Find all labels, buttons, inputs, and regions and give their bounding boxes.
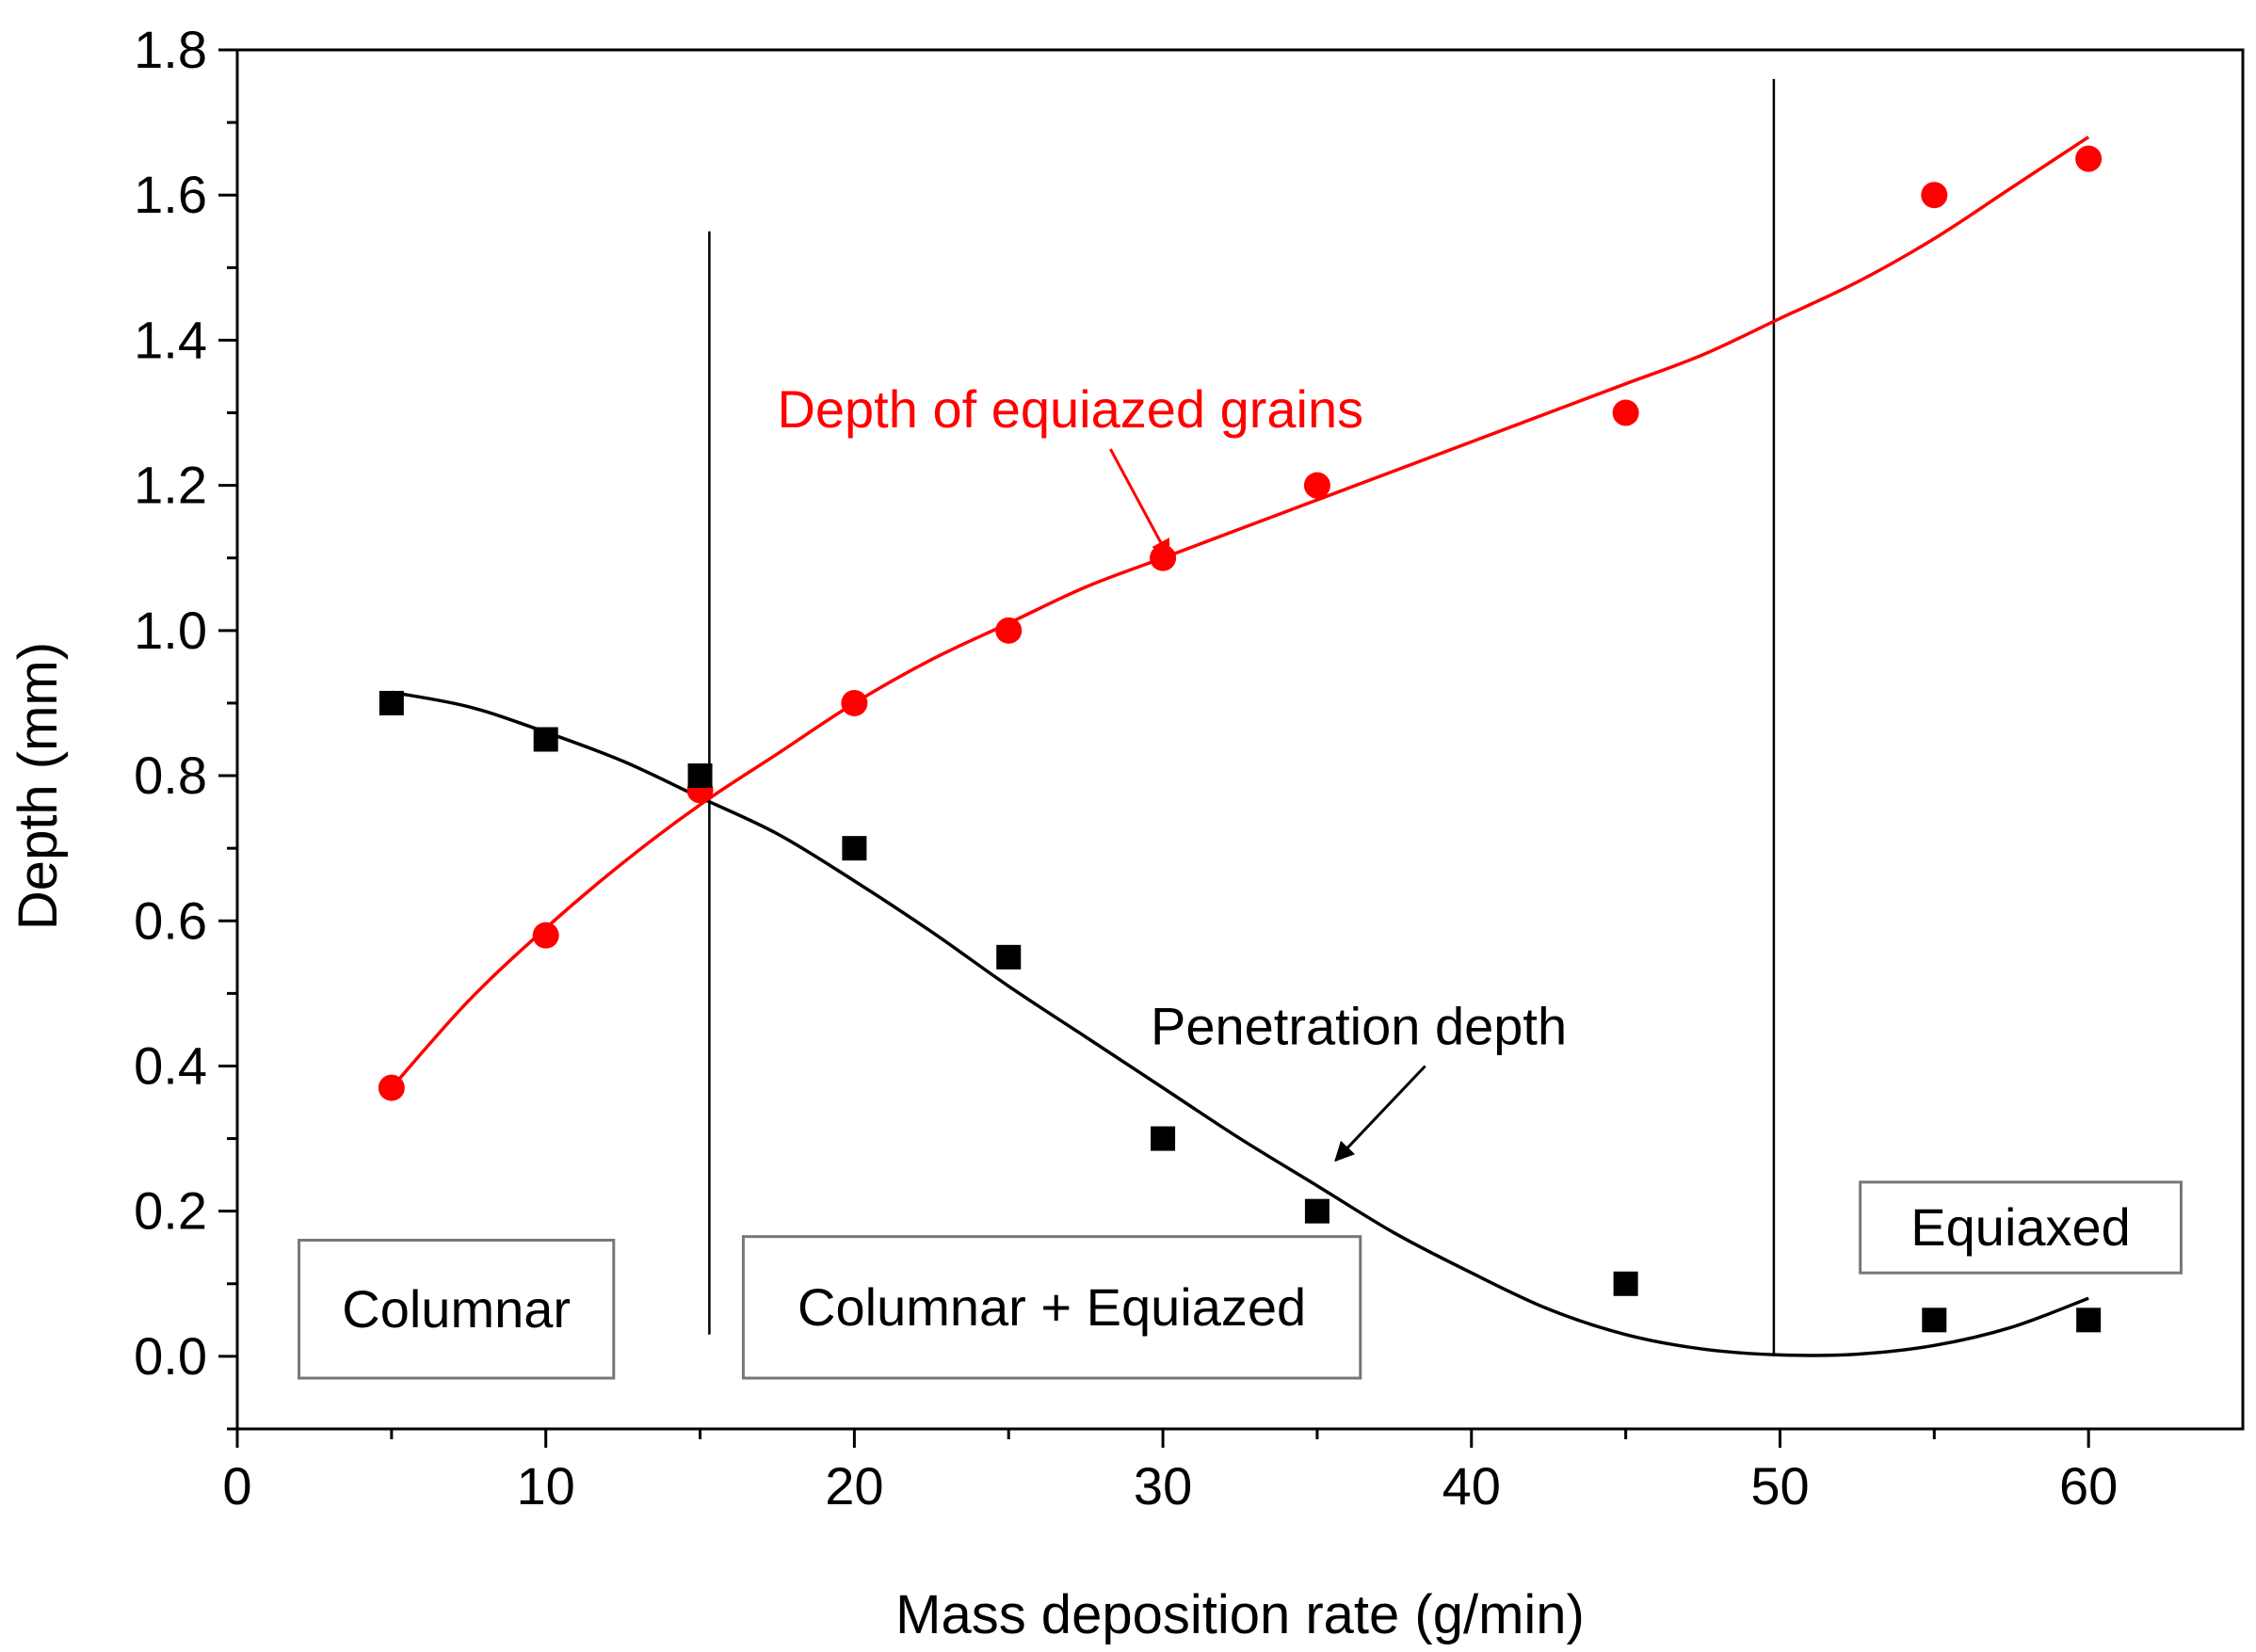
data-point-circle bbox=[841, 689, 868, 716]
region-label-box bbox=[741, 1235, 1362, 1380]
fit-curve-line bbox=[391, 690, 2089, 1357]
data-points bbox=[378, 145, 2103, 1333]
region-label-text: Columnar bbox=[342, 1279, 571, 1339]
data-point-square bbox=[533, 727, 558, 752]
data-point-square bbox=[842, 836, 867, 861]
data-point-circle bbox=[2075, 145, 2103, 172]
data-point-square bbox=[1304, 1198, 1329, 1224]
y-tick-label: 0.8 bbox=[134, 746, 207, 805]
y-tick-label: 0.6 bbox=[134, 890, 207, 950]
annotation-arrow bbox=[1334, 1065, 1426, 1163]
x-axis-title: Mass deposition rate (g/min) bbox=[895, 1584, 1585, 1645]
region-label-text: Columnar + Equiazed bbox=[798, 1277, 1306, 1337]
y-tick-label: 1.0 bbox=[134, 601, 207, 660]
region-label-box bbox=[1859, 1180, 2183, 1275]
fit-curves bbox=[390, 136, 2090, 1357]
data-point-square bbox=[1613, 1271, 1638, 1296]
data-point-square bbox=[379, 690, 404, 715]
data-point-circle bbox=[995, 617, 1023, 644]
x-tick-label: 30 bbox=[1134, 1456, 1192, 1516]
data-point-circle bbox=[1612, 399, 1639, 426]
x-tick-label: 50 bbox=[1750, 1456, 1809, 1516]
data-point-circle bbox=[1921, 182, 1948, 209]
region-divider-lines bbox=[708, 78, 1776, 1356]
plot-area-border bbox=[235, 48, 2245, 1431]
plot-frame bbox=[235, 48, 2245, 1431]
data-point-square bbox=[1151, 1126, 1176, 1151]
y-tick-label: 1.4 bbox=[134, 310, 207, 369]
y-tick-label: 1.6 bbox=[134, 165, 207, 224]
y-tick-label: 0.2 bbox=[134, 1181, 207, 1241]
data-point-square bbox=[2076, 1307, 2102, 1333]
y-tick-label: 1.8 bbox=[134, 20, 207, 79]
y-tick-label: 0.4 bbox=[134, 1035, 207, 1095]
x-tick-label: 20 bbox=[825, 1456, 883, 1516]
y-tick-label: 0.0 bbox=[134, 1326, 207, 1386]
data-point-circle bbox=[532, 922, 559, 949]
data-point-circle bbox=[378, 1074, 405, 1101]
annotation-label: Penetration depth bbox=[1151, 996, 1567, 1055]
y-tick-label: 1.2 bbox=[134, 456, 207, 515]
x-tick-label: 60 bbox=[2059, 1456, 2118, 1516]
region-label-box bbox=[298, 1239, 616, 1380]
region-label-text: Equiaxed bbox=[1910, 1197, 2131, 1257]
x-tick-label: 40 bbox=[1442, 1456, 1501, 1516]
data-point-circle bbox=[1303, 472, 1330, 499]
annotations: Depth of equiazed grains Penetration dept… bbox=[777, 379, 1567, 1163]
fit-curve-line bbox=[390, 136, 2090, 1089]
y-axis-title: Depth (mm) bbox=[8, 642, 69, 930]
x-tick-label: 0 bbox=[222, 1456, 251, 1516]
axis-ticks bbox=[218, 48, 2090, 1448]
data-point-square bbox=[996, 944, 1022, 970]
data-point-square bbox=[687, 763, 713, 789]
annotation-label: Depth of equiazed grains bbox=[777, 379, 1363, 439]
annotation-arrow bbox=[1109, 448, 1170, 560]
data-point-square bbox=[1922, 1307, 1947, 1333]
tick-labels: 0 10 20 30 40 50 60 0.0 0.2 0.4 0.6 0.8 1.0 1.2 1.4 1.6… bbox=[134, 20, 2118, 1516]
x-tick-label: 10 bbox=[517, 1456, 575, 1516]
region-labels: Columnar Columnar + Equiazed Equiaxed bbox=[298, 1180, 2183, 1380]
